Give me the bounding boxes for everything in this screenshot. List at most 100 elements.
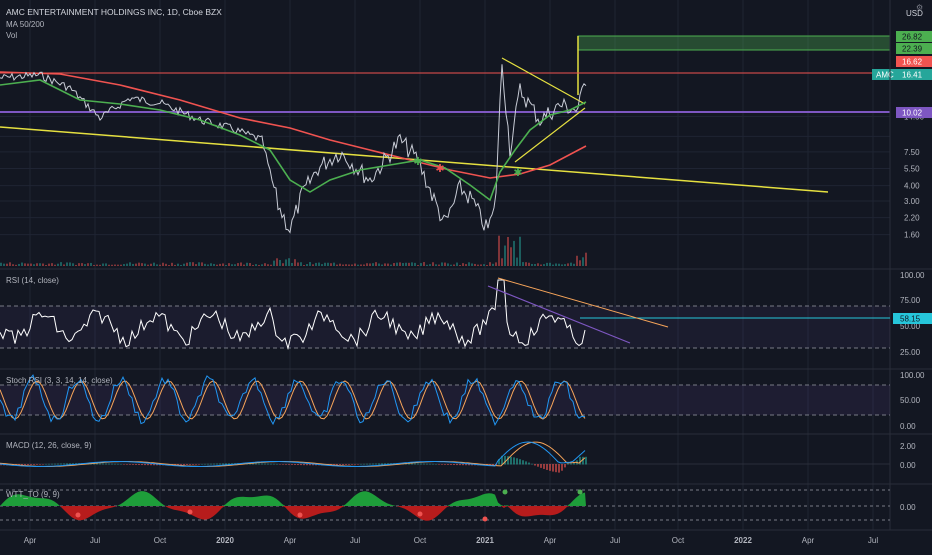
volume-bar bbox=[420, 263, 422, 266]
macd-hist-bar bbox=[291, 464, 293, 465]
settings-gear-icon[interactable]: ⚙ bbox=[916, 3, 923, 12]
volume-bar bbox=[351, 264, 353, 266]
macd-hist-bar bbox=[51, 463, 53, 465]
stoch-band bbox=[0, 385, 890, 415]
volume-bar bbox=[273, 260, 275, 266]
macd-hist-bar bbox=[138, 464, 140, 465]
macd-hist-bar bbox=[570, 463, 572, 465]
macd-hist-bar bbox=[543, 464, 545, 469]
macd-hist-bar bbox=[354, 464, 356, 465]
volume-bar bbox=[177, 263, 179, 266]
macd-hist-bar bbox=[0, 464, 2, 466]
volume-bar bbox=[492, 263, 494, 266]
volume-bar bbox=[102, 263, 104, 266]
volume-bar bbox=[414, 262, 416, 266]
rsi-trend-upper bbox=[497, 277, 669, 328]
tag-resistance: 16.62 bbox=[902, 58, 923, 67]
macd-hist-bar bbox=[66, 463, 68, 465]
macd-hist-bar bbox=[135, 464, 137, 465]
macd-hist-bar bbox=[372, 463, 374, 465]
volume-bar bbox=[408, 262, 410, 266]
wt-dot bbox=[502, 489, 508, 495]
macd-hist-bar bbox=[93, 463, 95, 465]
currency-label: USD bbox=[906, 9, 923, 18]
macd-hist-bar bbox=[585, 456, 587, 465]
macd-hist-bar bbox=[555, 464, 557, 473]
volume-bar bbox=[507, 236, 509, 266]
volume-bar bbox=[87, 263, 89, 266]
macd-hist-bar bbox=[222, 463, 224, 465]
macd-hist-bar bbox=[186, 464, 188, 465]
macd-hist-bar bbox=[456, 464, 458, 466]
target-zone bbox=[577, 35, 890, 51]
volume-bar bbox=[366, 263, 368, 266]
volume-bar bbox=[528, 262, 530, 266]
macd-hist-bar bbox=[153, 464, 155, 466]
macd-hist-bar bbox=[333, 464, 335, 466]
volume-bar bbox=[471, 263, 473, 266]
volume-bar bbox=[249, 263, 251, 266]
macd-hist-bar bbox=[48, 463, 50, 465]
volume-bar bbox=[96, 264, 98, 266]
macd-hist-bar bbox=[177, 464, 179, 466]
time-tick-label: 2022 bbox=[734, 536, 752, 545]
volume-bar bbox=[213, 263, 215, 266]
volume-bar bbox=[465, 264, 467, 266]
volume-bar bbox=[120, 264, 122, 266]
volume-bar bbox=[327, 262, 329, 266]
volume-bars bbox=[0, 235, 587, 266]
macd-hist-bar bbox=[30, 464, 32, 465]
ma-label: MA 50/200 bbox=[6, 20, 45, 29]
volume-bar bbox=[225, 264, 227, 266]
time-tick-label: Apr bbox=[802, 536, 815, 545]
stoch-label: Stoch RSI (3, 3, 14, 14, close) bbox=[6, 376, 113, 385]
volume-bar bbox=[81, 263, 83, 266]
volume-bar bbox=[468, 262, 470, 266]
volume-bar bbox=[543, 264, 545, 266]
volume-bar bbox=[303, 264, 305, 266]
volume-bar bbox=[141, 263, 143, 266]
volume-bar bbox=[573, 263, 575, 266]
time-tick-label: 2020 bbox=[216, 536, 234, 545]
volume-bar bbox=[372, 263, 374, 266]
rsi-tick-50: 50.00 bbox=[900, 322, 921, 331]
time-tick-label: 2021 bbox=[476, 536, 494, 545]
tag-support-bg bbox=[896, 107, 932, 118]
rsi-tick-25: 25.00 bbox=[900, 348, 921, 357]
rsi-last-tag-bg bbox=[893, 313, 932, 324]
macd-hist-bar bbox=[417, 463, 419, 465]
macd-hist-bar bbox=[132, 464, 134, 465]
macd-hist-bar bbox=[270, 463, 272, 465]
volume-bar bbox=[78, 263, 80, 266]
volume-bar bbox=[564, 264, 566, 266]
wt-pane: WTT_TO (9, 9) 0.00 bbox=[0, 489, 916, 522]
volume-bar bbox=[378, 263, 380, 266]
volume-bar bbox=[6, 263, 8, 266]
macd-hist-bar bbox=[468, 464, 470, 466]
macd-hist-bar bbox=[534, 464, 536, 466]
volume-bar bbox=[567, 263, 569, 266]
macd-hist-bar bbox=[429, 463, 431, 465]
volume-bar bbox=[360, 264, 362, 266]
price-tick-label: 7.50 bbox=[904, 148, 920, 157]
macd-hist-bar bbox=[339, 464, 341, 466]
volume-bar bbox=[255, 264, 257, 266]
macd-hist-bar bbox=[567, 463, 569, 465]
volume-bar bbox=[9, 262, 11, 266]
time-axis: Apr Jul Oct 2020 Apr Jul Oct 2021 Apr Jul Oct 2022 A… bbox=[24, 536, 879, 545]
volume-bar bbox=[45, 264, 47, 266]
volume-bar bbox=[171, 262, 173, 266]
volume-bar bbox=[162, 262, 164, 266]
macd-hist-bar bbox=[282, 464, 284, 465]
rsi-label: RSI (14, close) bbox=[6, 276, 59, 285]
macd-hist-bar bbox=[492, 464, 494, 466]
volume-bar bbox=[489, 262, 491, 266]
volume-bar bbox=[183, 263, 185, 266]
macd-hist-bar bbox=[459, 464, 461, 466]
volume-bar bbox=[375, 262, 377, 266]
macd-hist-bar bbox=[525, 461, 527, 465]
macd-hist-bar bbox=[447, 464, 449, 465]
volume-bar bbox=[441, 262, 443, 266]
